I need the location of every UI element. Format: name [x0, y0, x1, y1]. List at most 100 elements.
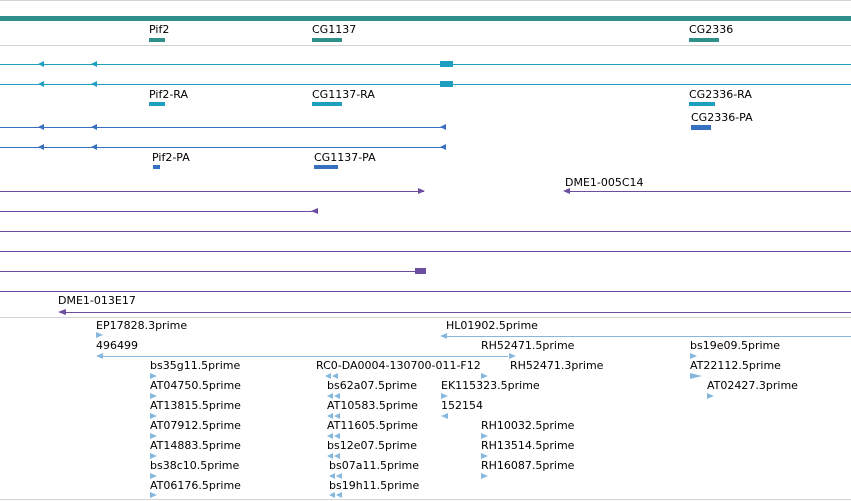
transcript-line[interactable] — [0, 127, 446, 128]
est-label[interactable]: 152154 — [441, 399, 483, 412]
est-arrow-icon[interactable] — [329, 492, 347, 499]
est-arrow-icon[interactable] — [150, 392, 160, 400]
gene-feature[interactable] — [149, 38, 165, 42]
arrow-left-icon — [58, 309, 66, 315]
clone-label[interactable]: DME1-005C14 — [565, 176, 644, 189]
est-label[interactable]: RC0-DA0004-130700-011-F12 — [316, 359, 481, 372]
est-arrow-icon[interactable] — [509, 352, 519, 360]
gene-feature[interactable] — [312, 38, 342, 42]
est-label[interactable]: RH13514.5prime — [481, 439, 575, 452]
est-line[interactable] — [442, 336, 851, 337]
est-label[interactable]: 496499 — [96, 339, 138, 352]
est-label[interactable]: bs35g11.5prime — [150, 359, 241, 372]
clone-line[interactable] — [0, 211, 318, 212]
est-label[interactable]: RH10032.5prime — [481, 419, 575, 432]
est-arrow-icon[interactable] — [327, 452, 345, 460]
exon-block[interactable] — [440, 81, 453, 87]
arrow-left-icon — [38, 81, 44, 87]
est-arrow-icon[interactable] — [690, 372, 704, 380]
est-arrow-icon[interactable] — [150, 492, 160, 499]
transcript-label[interactable]: CG2336-RA — [689, 88, 752, 101]
est-label[interactable]: AT04750.5prime — [150, 379, 241, 392]
est-arrow-icon[interactable] — [327, 412, 345, 420]
est-label[interactable]: AT07912.5prime — [150, 419, 241, 432]
clone-line[interactable] — [0, 291, 851, 292]
est-label[interactable]: EP17828.3prime — [96, 319, 188, 332]
transcript-feature[interactable] — [153, 165, 160, 169]
est-label[interactable]: AT11605.5prime — [327, 419, 418, 432]
clone-line[interactable] — [0, 271, 424, 272]
est-arrow-icon[interactable] — [150, 432, 160, 440]
clone-line[interactable] — [565, 191, 851, 192]
transcript-label[interactable]: CG1137-RA — [312, 88, 375, 101]
gene-label[interactable]: CG1137 — [312, 23, 357, 36]
transcript-feature[interactable] — [689, 102, 715, 106]
est-arrow-icon[interactable] — [441, 412, 451, 420]
est-label[interactable]: EK115323.5prime — [441, 379, 540, 392]
est-line[interactable] — [98, 356, 508, 357]
arrow-left-icon — [38, 124, 44, 130]
est-label[interactable]: HL01902.5prime — [446, 319, 538, 332]
est-label[interactable]: bs19e09.5prime — [690, 339, 781, 352]
arrow-left-icon — [91, 81, 97, 87]
gene-label[interactable]: CG2336 — [689, 23, 734, 36]
est-label[interactable]: RH52471.5prime — [481, 339, 575, 352]
est-label[interactable]: AT02427.3prime — [707, 379, 798, 392]
est-label[interactable]: bs62a07.5prime — [327, 379, 417, 392]
est-arrow-icon[interactable] — [329, 472, 347, 480]
transcript-line[interactable] — [0, 64, 851, 65]
est-label[interactable]: AT14883.5prime — [150, 439, 241, 452]
gene-feature[interactable] — [689, 38, 719, 42]
clone-line[interactable] — [0, 231, 851, 232]
est-label[interactable]: bs12e07.5prime — [327, 439, 418, 452]
clone-line[interactable] — [60, 312, 851, 313]
est-arrow-icon[interactable] — [150, 412, 160, 420]
transcript-label[interactable]: Pif2-RA — [149, 88, 189, 101]
est-arrow-icon[interactable] — [150, 372, 160, 380]
arrow-left-icon — [91, 144, 97, 150]
transcript-label[interactable]: CG1137-PA — [314, 151, 376, 164]
transcript-line[interactable] — [0, 84, 851, 85]
est-arrow-icon[interactable] — [690, 352, 700, 360]
est-arrow-icon[interactable] — [481, 472, 491, 480]
est-arrow-icon[interactable] — [441, 392, 451, 400]
est-label[interactable]: AT06176.5prime — [150, 479, 241, 492]
clone-line[interactable] — [0, 191, 424, 192]
arrow-right-icon — [418, 188, 425, 194]
clone-line[interactable] — [0, 251, 851, 252]
est-arrow-icon[interactable] — [481, 372, 491, 380]
est-label[interactable]: bs07a11.5prime — [329, 459, 419, 472]
est-label[interactable]: AT10583.5prime — [327, 399, 418, 412]
est-label[interactable]: bs19h11.5prime — [329, 479, 420, 492]
est-label[interactable]: AT13815.5prime — [150, 399, 241, 412]
est-label[interactable]: RH16087.5prime — [481, 459, 575, 472]
est-arrow-icon[interactable] — [481, 452, 491, 460]
est-arrow-icon[interactable] — [96, 331, 106, 339]
transcript-feature[interactable] — [691, 125, 711, 130]
exon-block[interactable] — [440, 61, 453, 67]
overview-band — [0, 16, 851, 21]
est-arrow-icon[interactable] — [481, 432, 491, 440]
arrow-left-icon — [563, 188, 570, 194]
transcript-feature[interactable] — [149, 102, 165, 106]
est-arrow-icon[interactable] — [327, 432, 345, 440]
est-arrow-icon[interactable] — [325, 372, 343, 380]
est-arrow-icon[interactable] — [707, 392, 717, 400]
arrow-left-icon — [440, 124, 446, 130]
transcript-label[interactable]: CG2336-PA — [691, 111, 753, 124]
clone-end-block[interactable] — [415, 268, 426, 274]
transcript-line[interactable] — [0, 147, 446, 148]
transcript-feature[interactable] — [312, 102, 342, 106]
est-arrow-icon[interactable] — [150, 452, 160, 460]
est-arrow-icon[interactable] — [327, 392, 345, 400]
arrow-left-icon — [38, 61, 44, 67]
est-label[interactable]: AT22112.5prime — [690, 359, 781, 372]
est-label[interactable]: bs38c10.5prime — [150, 459, 240, 472]
transcript-feature[interactable] — [314, 165, 338, 169]
transcript-label[interactable]: Pif2-PA — [152, 151, 190, 164]
est-arrow-icon — [440, 333, 447, 339]
est-arrow-icon[interactable] — [150, 472, 160, 480]
gene-label[interactable]: Pif2 — [149, 23, 170, 36]
clone-label[interactable]: DME1-013E17 — [58, 294, 136, 307]
est-label[interactable]: RH52471.3prime — [510, 359, 604, 372]
